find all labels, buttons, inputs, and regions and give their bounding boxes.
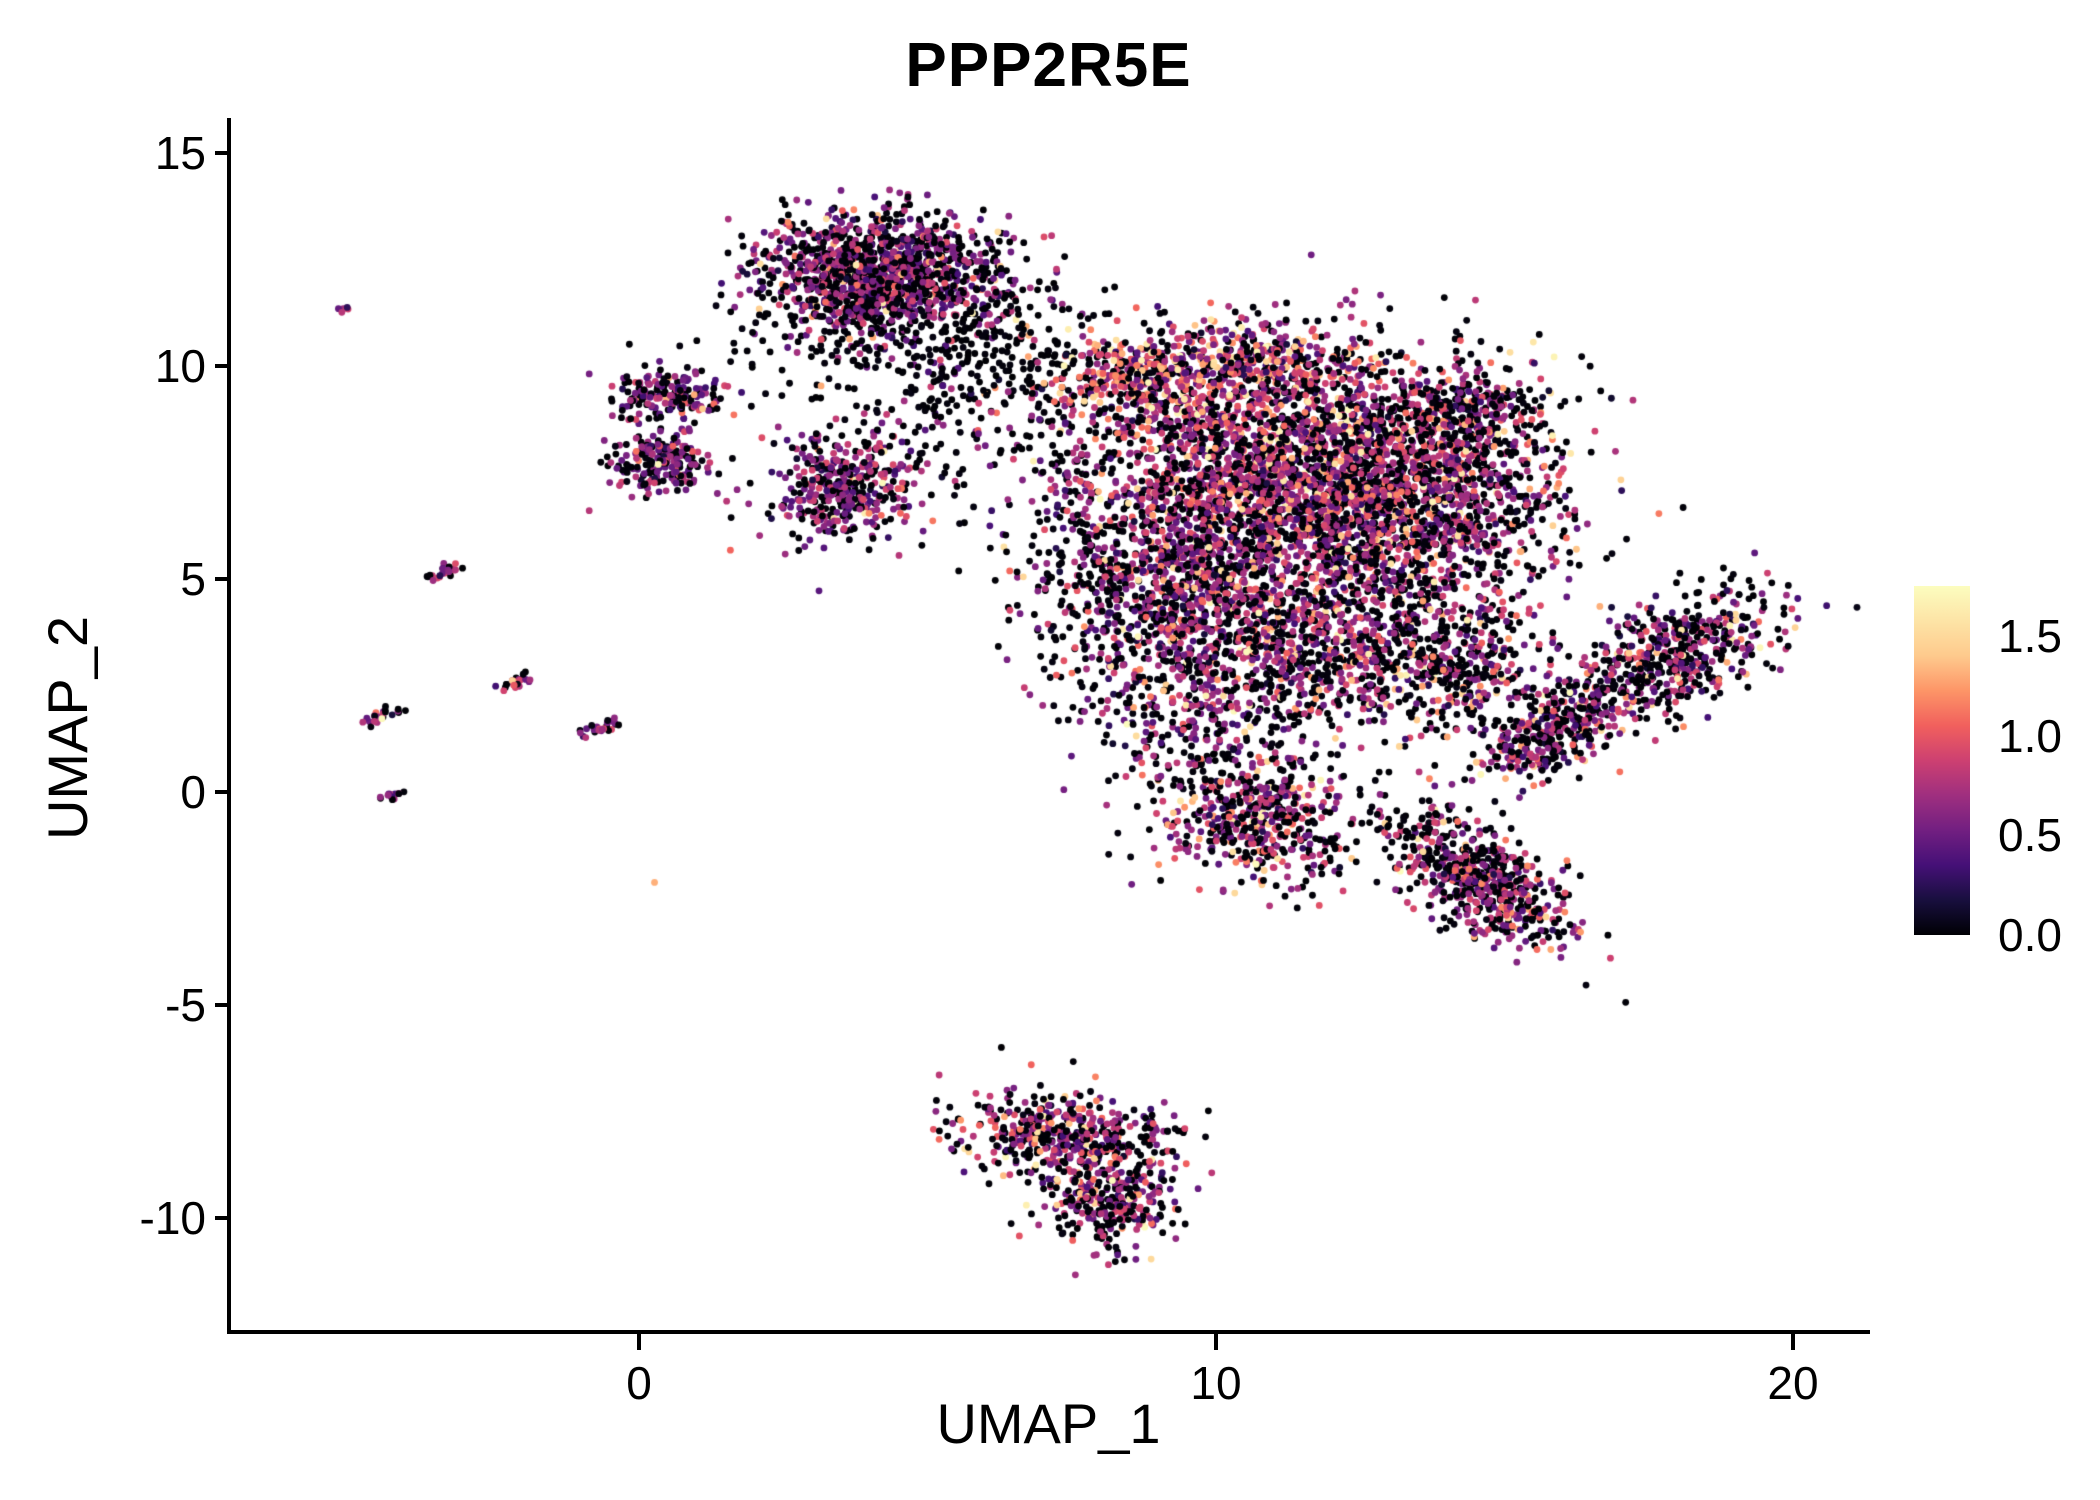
y-tick-mark	[215, 1003, 231, 1007]
y-tick-mark	[215, 1216, 231, 1220]
plot-title: PPP2R5E	[905, 31, 1192, 100]
y-tick-label: -10	[139, 1192, 206, 1244]
x-axis-title: UMAP_1	[936, 1392, 1161, 1455]
y-tick-label: 10	[154, 340, 206, 392]
x-axis-line	[227, 1330, 1870, 1334]
x-tick-mark	[637, 1334, 641, 1350]
colorbar-legend: 0.0 0.5 1.0 1.5	[1914, 586, 2100, 961]
colorbar-tick-label: 1.5	[1998, 609, 2062, 662]
x-tick-mark	[1214, 1334, 1218, 1350]
colorbar-tick-label: 0.0	[1998, 909, 2062, 961]
x-tick-label: 20	[1767, 1357, 1819, 1409]
colorbar-tick-label: 1.0	[1998, 709, 2062, 762]
x-tick-label: 10	[1190, 1357, 1242, 1409]
x-tick-mark	[1791, 1334, 1795, 1350]
y-tick-mark	[215, 577, 231, 581]
y-tick-mark	[215, 364, 231, 368]
x-tick-label: 0	[626, 1357, 652, 1409]
y-axis-line	[227, 118, 231, 1334]
y-tick-mark	[215, 790, 231, 794]
y-tick-label: 15	[154, 127, 206, 179]
colorbar-tick-label: 0.5	[1998, 809, 2062, 862]
y-tick-label: 0	[180, 766, 206, 818]
y-axis-title: UMAP_2	[36, 615, 99, 841]
y-tick-label: 5	[180, 553, 206, 605]
colorbar-labels: 0.0 0.5 1.0 1.5	[1914, 586, 2100, 961]
colorbar-gradient	[1914, 586, 1970, 935]
y-tick-mark	[215, 151, 231, 155]
y-tick-label: -5	[165, 979, 206, 1031]
